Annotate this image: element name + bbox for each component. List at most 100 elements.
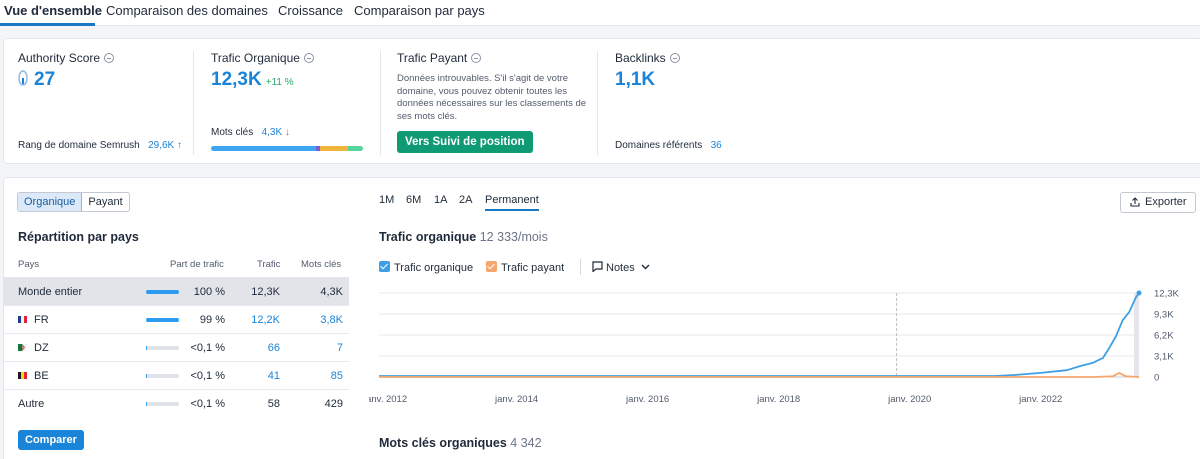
legend-paid-label: Trafic payant: [501, 262, 565, 274]
note-icon: [592, 261, 603, 273]
country-name: Monde entier: [18, 286, 83, 298]
table-row[interactable]: Autre <0,1 % 58 429: [4, 390, 349, 418]
keywords-distribution-bar: [211, 146, 363, 151]
current-period-shade: [1134, 293, 1139, 377]
authority-score-metric: Authority Score 27: [18, 51, 115, 91]
referring-domains-value[interactable]: 36: [710, 140, 722, 151]
table-row[interactable]: DZ <0,1 % 66 7: [4, 334, 349, 362]
legend-organic[interactable]: Trafic organique: [379, 261, 473, 274]
export-label: Exporter: [1145, 196, 1187, 208]
tab-overview[interactable]: Vue d'ensemble: [4, 3, 102, 18]
period-1m[interactable]: 1M: [379, 194, 395, 206]
summary-card: Authority Score 27 Rang de domaine Semru…: [3, 38, 1200, 164]
traffic-value[interactable]: 12,2K: [251, 314, 280, 326]
country-name: FR: [34, 314, 49, 326]
share-bar-fill: [146, 318, 179, 322]
column-header-share[interactable]: Part de trafic: [170, 259, 224, 270]
chevron-down-icon: [641, 264, 650, 270]
belgium-flag-icon: [18, 372, 27, 379]
keywords-value[interactable]: 4,3K: [261, 127, 283, 138]
authority-score-value: 27: [34, 69, 56, 90]
arrow-up-icon: ↑: [177, 140, 183, 151]
keywords-value[interactable]: 7: [336, 342, 343, 354]
divider: [193, 51, 194, 155]
period-1a[interactable]: 1A: [434, 194, 448, 206]
keywords-value[interactable]: 3,8K: [320, 314, 343, 326]
position-tracking-button[interactable]: Vers Suivi de position: [397, 131, 533, 153]
period-6m[interactable]: 6M: [406, 194, 422, 206]
table-row[interactable]: FR 99 % 12,2K 3,8K: [4, 306, 349, 334]
info-icon[interactable]: [471, 53, 482, 63]
authority-score-label: Authority Score: [18, 51, 101, 65]
organic-traffic-value[interactable]: 12,3K: [211, 69, 262, 90]
traffic-value[interactable]: 66: [267, 342, 280, 354]
referring-domains: Domaines référents 36: [615, 140, 722, 151]
export-button[interactable]: Exporter: [1120, 192, 1196, 213]
share-bar-fill: [146, 374, 147, 378]
y-tick-label: 12,3K: [1154, 289, 1179, 300]
x-tick-label: janv. 2022: [1018, 394, 1062, 405]
active-tab-indicator: [0, 23, 95, 26]
table-row[interactable]: BE <0,1 % 41 85: [4, 362, 349, 390]
compare-button[interactable]: Comparer: [18, 430, 84, 450]
data-point: [1136, 290, 1142, 296]
organic-keywords-count: 4 342: [510, 436, 542, 450]
backlinks-label: Backlinks: [615, 51, 666, 65]
country-name: BE: [34, 370, 49, 382]
legend-divider: [580, 259, 581, 275]
organic-traffic-metric: Trafic Organique 12,3K +11 %: [211, 51, 314, 91]
toggle-paid[interactable]: Payant: [88, 196, 123, 208]
notes-dropdown[interactable]: Notes: [592, 261, 650, 274]
semrush-rank-value[interactable]: 29,6K: [148, 140, 175, 151]
period-2a[interactable]: 2A: [459, 194, 473, 206]
column-header-traffic[interactable]: Trafic: [257, 259, 281, 270]
notes-label: Notes: [606, 262, 635, 274]
x-tick-label: janv. 2018: [756, 394, 800, 405]
tab-domain-comparison[interactable]: Comparaison des domaines: [106, 3, 268, 18]
keywords-value: 4,3K: [320, 286, 343, 298]
info-icon[interactable]: [669, 53, 680, 63]
country-breakdown-title: Répartition par pays: [18, 230, 139, 244]
traffic-value[interactable]: 41: [267, 370, 280, 382]
backlinks-metric: Backlinks 1,1K: [615, 51, 680, 91]
table-header-divider: [4, 277, 349, 278]
share-bar: [146, 346, 179, 350]
semrush-rank: Rang de domaine Semrush 29,6K ↑: [18, 140, 182, 151]
y-tick-label: 6,2K: [1154, 331, 1174, 342]
info-icon[interactable]: [104, 53, 115, 63]
country-name: DZ: [34, 342, 49, 354]
top-tabs: Vue d'ensemble Comparaison des domaines …: [0, 0, 1200, 26]
checkbox-icon: [486, 261, 497, 272]
traffic-type-toggle: Organique Payant: [17, 192, 130, 212]
tab-growth[interactable]: Croissance: [278, 3, 344, 18]
toggle-organic[interactable]: Organique: [18, 193, 83, 211]
x-tick-label: janv. 2020: [887, 394, 931, 405]
share-bar-fill: [146, 290, 179, 294]
divider: [597, 51, 598, 155]
organic-traffic-label: Trafic Organique: [211, 51, 300, 65]
checkbox-icon: [379, 261, 390, 272]
period-permanent[interactable]: Permanent: [485, 194, 539, 211]
share-bar-fill: [146, 402, 147, 406]
keywords-value[interactable]: 85: [330, 370, 343, 382]
export-icon: [1130, 197, 1140, 207]
series-line: [379, 292, 1140, 377]
x-tick-label: janv. 2012: [369, 394, 407, 405]
column-header-keywords[interactable]: Mots clés: [301, 259, 342, 270]
chart-title: Trafic organique: [379, 230, 477, 244]
backlinks-value[interactable]: 1,1K: [615, 69, 656, 90]
tab-country-comparison[interactable]: Comparaison par pays: [354, 3, 485, 18]
traffic-share: <0,1 %: [190, 370, 225, 382]
chart-subtitle: 12 333/mois: [479, 230, 548, 244]
y-tick-label: 0: [1154, 373, 1159, 384]
traffic-share: 99 %: [199, 314, 225, 326]
traffic-share: <0,1 %: [190, 398, 225, 410]
organic-traffic-delta: +11 %: [265, 77, 294, 88]
table-row[interactable]: Monde entier 100 % 12,3K 4,3K: [4, 278, 349, 306]
traffic-value: 58: [267, 398, 280, 410]
info-icon[interactable]: [303, 53, 314, 63]
organic-traffic-chart[interactable]: 12,3K 9,3K 6,2K 3,1K 0 janv. 2012 janv. 2014 ja…: [369, 283, 1200, 408]
legend-paid[interactable]: Trafic payant: [486, 261, 564, 274]
traffic-value: 12,3K: [251, 286, 280, 298]
traffic-share: 100 %: [193, 286, 225, 298]
